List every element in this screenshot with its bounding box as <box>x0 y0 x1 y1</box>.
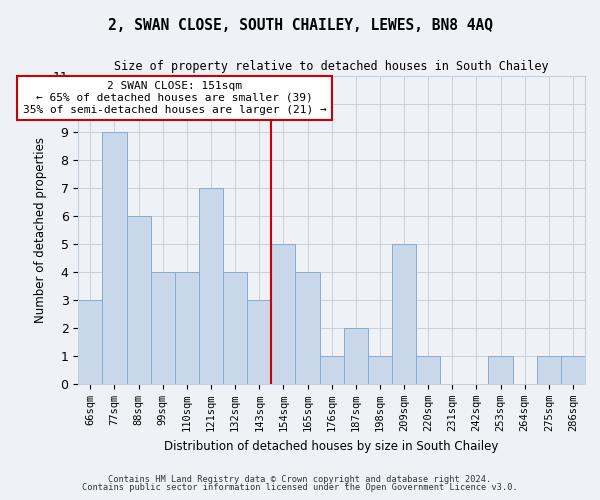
Bar <box>103 132 127 384</box>
Bar <box>247 300 271 384</box>
Text: 2, SWAN CLOSE, SOUTH CHAILEY, LEWES, BN8 4AQ: 2, SWAN CLOSE, SOUTH CHAILEY, LEWES, BN8… <box>107 18 493 32</box>
Bar <box>416 356 440 384</box>
Bar <box>151 272 175 384</box>
Title: Size of property relative to detached houses in South Chailey: Size of property relative to detached ho… <box>115 60 549 73</box>
Bar <box>488 356 512 384</box>
Y-axis label: Number of detached properties: Number of detached properties <box>34 136 47 323</box>
Text: Contains HM Land Registry data © Crown copyright and database right 2024.: Contains HM Land Registry data © Crown c… <box>109 475 491 484</box>
X-axis label: Distribution of detached houses by size in South Chailey: Distribution of detached houses by size … <box>164 440 499 452</box>
Bar <box>175 272 199 384</box>
Bar <box>320 356 344 384</box>
Bar <box>344 328 368 384</box>
Bar <box>537 356 561 384</box>
Bar <box>561 356 585 384</box>
Bar <box>223 272 247 384</box>
Bar <box>79 300 103 384</box>
Bar <box>199 188 223 384</box>
Bar <box>127 216 151 384</box>
Bar <box>295 272 320 384</box>
Text: 2 SWAN CLOSE: 151sqm
← 65% of detached houses are smaller (39)
35% of semi-detac: 2 SWAN CLOSE: 151sqm ← 65% of detached h… <box>23 82 326 114</box>
Text: Contains public sector information licensed under the Open Government Licence v3: Contains public sector information licen… <box>82 484 518 492</box>
Bar <box>392 244 416 384</box>
Bar <box>271 244 295 384</box>
Bar <box>368 356 392 384</box>
